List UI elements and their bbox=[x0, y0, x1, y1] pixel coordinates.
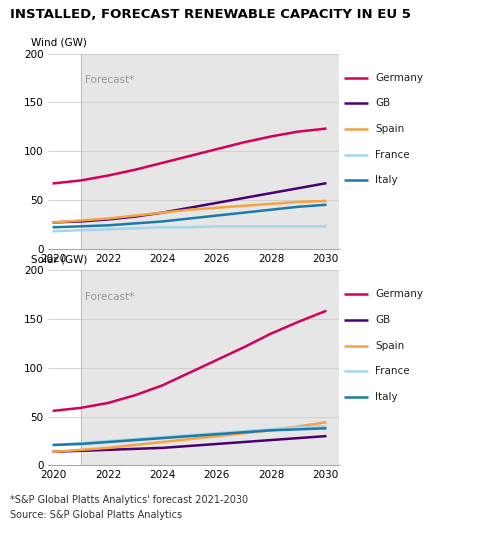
Text: Germany: Germany bbox=[375, 73, 423, 82]
Bar bbox=[81, 270, 339, 465]
Text: Italy: Italy bbox=[375, 175, 398, 185]
Text: Italy: Italy bbox=[375, 392, 398, 402]
Text: Source: S&P Global Platts Analytics: Source: S&P Global Platts Analytics bbox=[10, 510, 182, 520]
Text: Germany: Germany bbox=[375, 289, 423, 299]
Text: Wind (GW): Wind (GW) bbox=[31, 37, 87, 48]
Bar bbox=[81, 54, 339, 249]
Text: Forecast*: Forecast* bbox=[85, 75, 134, 85]
Text: GB: GB bbox=[375, 315, 391, 325]
Text: France: France bbox=[375, 366, 410, 376]
Text: GB: GB bbox=[375, 98, 391, 108]
Text: Spain: Spain bbox=[375, 341, 404, 350]
Text: INSTALLED, FORECAST RENEWABLE CAPACITY IN EU 5: INSTALLED, FORECAST RENEWABLE CAPACITY I… bbox=[10, 8, 410, 21]
Text: Forecast*: Forecast* bbox=[85, 292, 134, 302]
Text: Solar (GW): Solar (GW) bbox=[31, 254, 87, 264]
Text: France: France bbox=[375, 150, 410, 159]
Text: Spain: Spain bbox=[375, 124, 404, 134]
Text: *S&P Global Platts Analytics' forecast 2021-2030: *S&P Global Platts Analytics' forecast 2… bbox=[10, 495, 248, 505]
